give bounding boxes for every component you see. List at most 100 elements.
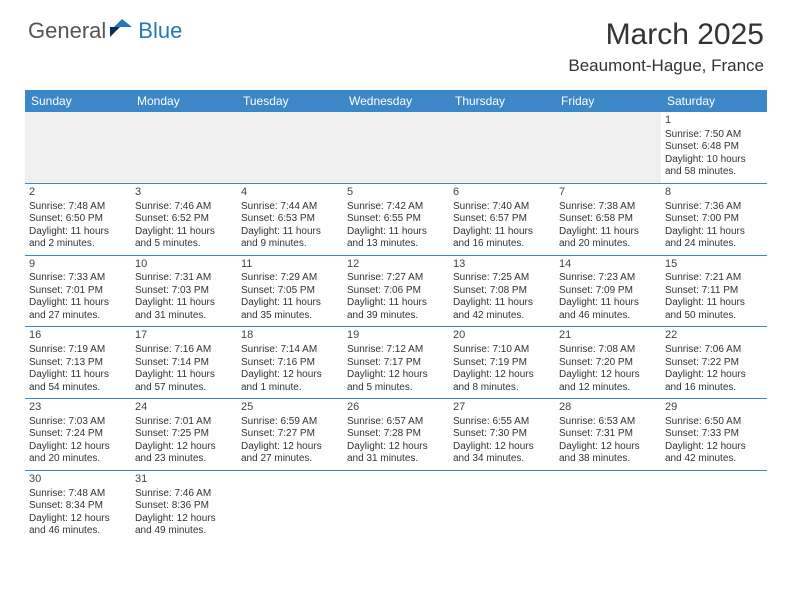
- sunset-line: Sunset: 7:03 PM: [135, 285, 233, 298]
- calendar-cell: [131, 112, 237, 183]
- calendar-cell: [449, 112, 555, 183]
- sunrise-line: Sunrise: 7:40 AM: [453, 201, 551, 214]
- day-number: 25: [241, 401, 339, 415]
- sunrise-line: Sunrise: 7:03 AM: [29, 416, 127, 429]
- daylight-line: Daylight: 12 hours and 42 minutes.: [665, 441, 763, 466]
- day-number: 29: [665, 401, 763, 415]
- sunrise-line: Sunrise: 7:21 AM: [665, 272, 763, 285]
- sunset-line: Sunset: 7:13 PM: [29, 357, 127, 370]
- sunrise-line: Sunrise: 7:46 AM: [135, 488, 233, 501]
- sunset-line: Sunset: 7:14 PM: [135, 357, 233, 370]
- sunset-line: Sunset: 7:17 PM: [347, 357, 445, 370]
- day-number: 28: [559, 401, 657, 415]
- month-title: March 2025: [568, 18, 764, 52]
- daylight-line: Daylight: 11 hours and 50 minutes.: [665, 297, 763, 322]
- daylight-line: Daylight: 11 hours and 39 minutes.: [347, 297, 445, 322]
- sunset-line: Sunset: 8:36 PM: [135, 500, 233, 513]
- sunset-line: Sunset: 7:28 PM: [347, 428, 445, 441]
- sunset-line: Sunset: 7:27 PM: [241, 428, 339, 441]
- calendar-cell: 5Sunrise: 7:42 AMSunset: 6:55 PMDaylight…: [343, 183, 449, 255]
- sunrise-line: Sunrise: 7:16 AM: [135, 344, 233, 357]
- calendar-cell: 13Sunrise: 7:25 AMSunset: 7:08 PMDayligh…: [449, 255, 555, 327]
- sunrise-line: Sunrise: 7:01 AM: [135, 416, 233, 429]
- day-number: 7: [559, 186, 657, 200]
- day-header: Thursday: [449, 90, 555, 112]
- sunset-line: Sunset: 8:34 PM: [29, 500, 127, 513]
- day-number: 8: [665, 186, 763, 200]
- calendar-cell: [25, 112, 131, 183]
- sunset-line: Sunset: 7:16 PM: [241, 357, 339, 370]
- daylight-line: Daylight: 11 hours and 57 minutes.: [135, 369, 233, 394]
- sunrise-line: Sunrise: 7:25 AM: [453, 272, 551, 285]
- sunrise-line: Sunrise: 7:38 AM: [559, 201, 657, 214]
- sunset-line: Sunset: 6:57 PM: [453, 213, 551, 226]
- daylight-line: Daylight: 12 hours and 23 minutes.: [135, 441, 233, 466]
- calendar-cell: [555, 470, 661, 541]
- calendar-cell: 2Sunrise: 7:48 AMSunset: 6:50 PMDaylight…: [25, 183, 131, 255]
- daylight-line: Daylight: 12 hours and 12 minutes.: [559, 369, 657, 394]
- sunset-line: Sunset: 6:52 PM: [135, 213, 233, 226]
- daylight-line: Daylight: 10 hours and 58 minutes.: [665, 154, 763, 179]
- calendar-cell: 4Sunrise: 7:44 AMSunset: 6:53 PMDaylight…: [237, 183, 343, 255]
- sunset-line: Sunset: 7:00 PM: [665, 213, 763, 226]
- day-number: 5: [347, 186, 445, 200]
- sunrise-line: Sunrise: 7:33 AM: [29, 272, 127, 285]
- daylight-line: Daylight: 11 hours and 35 minutes.: [241, 297, 339, 322]
- calendar-row: 23Sunrise: 7:03 AMSunset: 7:24 PMDayligh…: [25, 399, 767, 471]
- calendar-cell: 9Sunrise: 7:33 AMSunset: 7:01 PMDaylight…: [25, 255, 131, 327]
- daylight-line: Daylight: 11 hours and 16 minutes.: [453, 226, 551, 251]
- sunset-line: Sunset: 6:53 PM: [241, 213, 339, 226]
- sunset-line: Sunset: 7:30 PM: [453, 428, 551, 441]
- calendar-cell: 21Sunrise: 7:08 AMSunset: 7:20 PMDayligh…: [555, 327, 661, 399]
- calendar-cell: 30Sunrise: 7:48 AMSunset: 8:34 PMDayligh…: [25, 470, 131, 541]
- calendar-cell: [449, 470, 555, 541]
- sunrise-line: Sunrise: 7:14 AM: [241, 344, 339, 357]
- day-number: 18: [241, 329, 339, 343]
- day-number: 9: [29, 258, 127, 272]
- sunset-line: Sunset: 7:08 PM: [453, 285, 551, 298]
- sunrise-line: Sunrise: 6:59 AM: [241, 416, 339, 429]
- calendar-row: 2Sunrise: 7:48 AMSunset: 6:50 PMDaylight…: [25, 183, 767, 255]
- daylight-line: Daylight: 12 hours and 34 minutes.: [453, 441, 551, 466]
- daylight-line: Daylight: 12 hours and 27 minutes.: [241, 441, 339, 466]
- sunrise-line: Sunrise: 7:48 AM: [29, 488, 127, 501]
- logo-text-general: General: [28, 18, 106, 44]
- calendar-cell: 22Sunrise: 7:06 AMSunset: 7:22 PMDayligh…: [661, 327, 767, 399]
- day-number: 22: [665, 329, 763, 343]
- sunset-line: Sunset: 7:11 PM: [665, 285, 763, 298]
- sunrise-line: Sunrise: 6:55 AM: [453, 416, 551, 429]
- calendar-cell: 31Sunrise: 7:46 AMSunset: 8:36 PMDayligh…: [131, 470, 237, 541]
- calendar-cell: [555, 112, 661, 183]
- daylight-line: Daylight: 11 hours and 24 minutes.: [665, 226, 763, 251]
- sunset-line: Sunset: 6:55 PM: [347, 213, 445, 226]
- sunset-line: Sunset: 7:06 PM: [347, 285, 445, 298]
- day-number: 1: [665, 114, 763, 128]
- sunrise-line: Sunrise: 7:42 AM: [347, 201, 445, 214]
- title-block: March 2025 Beaumont-Hague, France: [568, 18, 764, 76]
- daylight-line: Daylight: 12 hours and 1 minute.: [241, 369, 339, 394]
- calendar-row: 9Sunrise: 7:33 AMSunset: 7:01 PM Daylight…: [25, 255, 767, 327]
- day-number: 21: [559, 329, 657, 343]
- sunrise-line: Sunrise: 7:10 AM: [453, 344, 551, 357]
- sunrise-line: Sunrise: 7:46 AM: [135, 201, 233, 214]
- sunrise-line: Sunrise: 7:19 AM: [29, 344, 127, 357]
- sunset-line: Sunset: 7:09 PM: [559, 285, 657, 298]
- sunset-line: Sunset: 6:48 PM: [665, 141, 763, 154]
- day-number: 16: [29, 329, 127, 343]
- sunset-line: Sunset: 6:50 PM: [29, 213, 127, 226]
- daylight-line: Daylight: 12 hours and 49 minutes.: [135, 513, 233, 538]
- calendar-cell: 3Sunrise: 7:46 AMSunset: 6:52 PMDaylight…: [131, 183, 237, 255]
- sunset-line: Sunset: 7:01 PM: [29, 285, 127, 298]
- day-number: 14: [559, 258, 657, 272]
- daylight-line: Daylight: 11 hours and 46 minutes.: [559, 297, 657, 322]
- sunrise-line: Sunrise: 7:06 AM: [665, 344, 763, 357]
- daylight-line: Daylight: 12 hours and 31 minutes.: [347, 441, 445, 466]
- sunrise-line: Sunrise: 7:36 AM: [665, 201, 763, 214]
- daylight-line: Daylight: 11 hours and 5 minutes.: [135, 226, 233, 251]
- daylight-line: Daylight: 12 hours and 20 minutes.: [29, 441, 127, 466]
- day-header: Tuesday: [237, 90, 343, 112]
- sunrise-line: Sunrise: 7:50 AM: [665, 129, 763, 142]
- calendar-header-row: SundayMondayTuesdayWednesdayThursdayFrid…: [25, 90, 767, 112]
- day-number: 20: [453, 329, 551, 343]
- calendar-cell: 15Sunrise: 7:21 AMSunset: 7:11 PMDayligh…: [661, 255, 767, 327]
